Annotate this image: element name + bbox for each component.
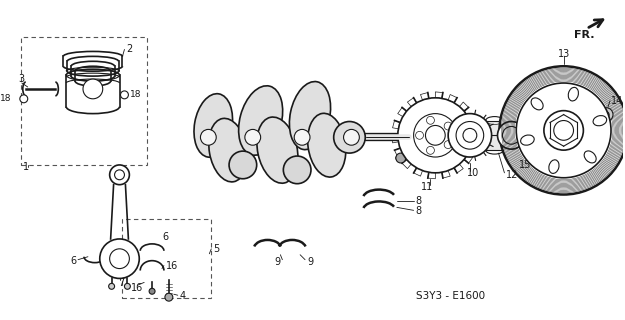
Text: 14: 14 [611,96,623,106]
Circle shape [283,156,311,184]
Text: 3: 3 [19,74,25,84]
Circle shape [201,129,216,145]
Circle shape [245,129,261,145]
Polygon shape [459,102,469,111]
Text: 15: 15 [519,160,532,170]
Circle shape [426,125,445,145]
Polygon shape [428,172,436,179]
Circle shape [456,122,484,149]
Polygon shape [398,108,407,116]
Circle shape [165,293,172,301]
Circle shape [109,249,129,268]
Ellipse shape [568,87,579,101]
Text: 5: 5 [213,244,219,254]
Circle shape [114,170,124,180]
Circle shape [416,132,424,139]
Circle shape [444,122,452,130]
Ellipse shape [549,160,559,173]
Text: 1: 1 [22,162,29,172]
Circle shape [149,288,155,294]
Circle shape [398,98,473,173]
Text: 16: 16 [166,260,178,271]
Text: 11: 11 [421,182,434,192]
Polygon shape [414,168,422,176]
Text: 18: 18 [131,90,142,100]
Text: 7: 7 [118,278,124,288]
Circle shape [229,151,257,179]
Ellipse shape [531,98,543,110]
Circle shape [444,141,452,148]
Text: 4: 4 [180,291,186,301]
Polygon shape [464,154,473,163]
Polygon shape [472,128,479,135]
Circle shape [463,128,477,142]
Circle shape [20,95,28,103]
Polygon shape [392,120,400,129]
Bar [486,121,503,150]
Text: 2: 2 [126,44,132,54]
Circle shape [124,284,131,289]
Polygon shape [442,171,450,178]
Text: FR.: FR. [574,30,595,40]
Ellipse shape [239,86,282,155]
Circle shape [544,111,583,150]
Circle shape [334,122,365,153]
Bar [21,36,147,165]
Circle shape [294,129,310,145]
Circle shape [499,66,625,195]
Ellipse shape [593,116,607,126]
Circle shape [426,116,434,124]
Text: 16: 16 [131,283,143,293]
Text: 18: 18 [1,94,12,103]
Text: 8: 8 [416,206,422,216]
Polygon shape [421,92,429,100]
Ellipse shape [289,82,331,150]
Polygon shape [436,92,443,98]
Polygon shape [402,159,411,169]
Ellipse shape [521,135,534,145]
Text: 13: 13 [558,49,570,60]
Text: 6: 6 [70,256,76,266]
Bar [122,219,211,298]
Circle shape [344,129,359,145]
Text: 10: 10 [467,168,479,178]
Circle shape [516,83,611,178]
Text: 9: 9 [307,257,313,267]
Polygon shape [471,142,478,150]
Circle shape [100,239,139,278]
Polygon shape [448,94,457,103]
Text: 8: 8 [416,196,422,206]
Ellipse shape [584,151,596,163]
Circle shape [414,114,457,157]
Text: 9: 9 [274,257,281,267]
Circle shape [498,122,525,149]
Circle shape [448,114,492,157]
Circle shape [83,79,102,99]
Text: 12: 12 [506,170,519,180]
Circle shape [396,153,406,163]
Circle shape [603,112,609,117]
Text: S3Y3 - E1600: S3Y3 - E1600 [416,291,485,301]
Circle shape [426,146,434,154]
Polygon shape [454,164,463,173]
Polygon shape [468,114,476,123]
Circle shape [503,126,520,144]
Ellipse shape [194,94,232,157]
Polygon shape [408,98,417,107]
Text: 17: 17 [416,157,428,167]
Circle shape [121,91,128,99]
Text: 6: 6 [162,232,168,242]
Circle shape [109,165,129,185]
Circle shape [109,284,114,289]
Polygon shape [392,135,398,143]
Ellipse shape [308,113,346,177]
Circle shape [599,108,613,122]
Ellipse shape [209,118,248,182]
Circle shape [554,121,574,140]
Polygon shape [394,148,403,157]
Ellipse shape [257,117,298,183]
